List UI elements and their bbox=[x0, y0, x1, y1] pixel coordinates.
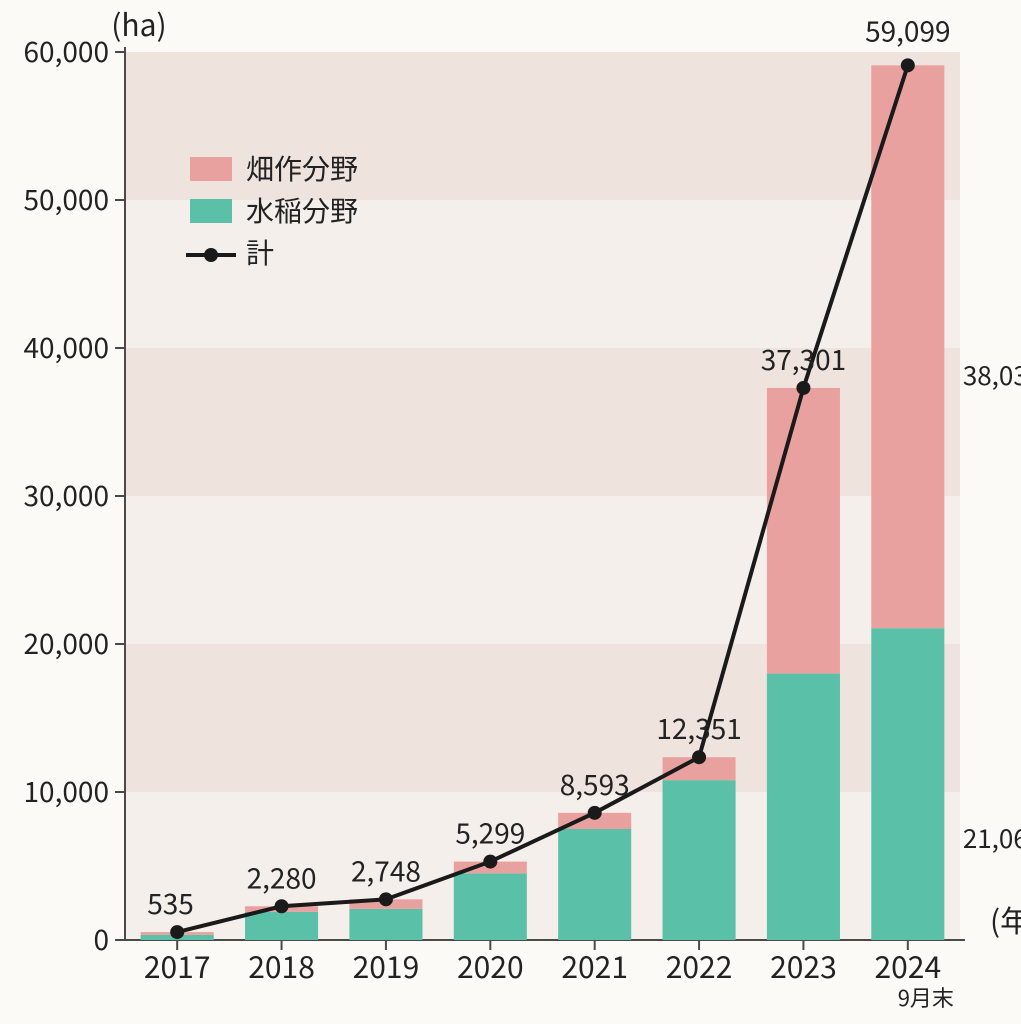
bar-bottom bbox=[245, 912, 318, 940]
line-marker bbox=[170, 925, 184, 939]
line-marker bbox=[901, 58, 915, 72]
line-marker bbox=[379, 892, 393, 906]
y-tick-label: 60,000 bbox=[24, 31, 109, 71]
line-point-label: 535 bbox=[147, 883, 194, 923]
bar-bottom bbox=[663, 780, 736, 940]
bar-top bbox=[767, 388, 840, 674]
x-tick-label: 2018 bbox=[248, 943, 315, 987]
x-tick-label: 2023 bbox=[770, 943, 837, 987]
y-tick-label: 30,000 bbox=[24, 475, 109, 515]
line-marker bbox=[692, 750, 706, 764]
bar-bottom bbox=[558, 829, 631, 940]
line-point-label: 2,748 bbox=[351, 850, 421, 890]
x-tick-label: 2019 bbox=[353, 943, 420, 987]
line-point-label: 2,280 bbox=[247, 857, 317, 897]
y-axis-unit: (ha) bbox=[111, 1, 166, 45]
y-tick-label: 40,000 bbox=[24, 327, 109, 367]
x-tick-sublabel: 9月末 bbox=[898, 981, 954, 1013]
legend-swatch bbox=[190, 157, 232, 181]
bar-bottom bbox=[767, 674, 840, 940]
line-marker bbox=[588, 806, 602, 820]
y-tick-label: 20,000 bbox=[24, 623, 109, 663]
line-marker bbox=[483, 855, 497, 869]
y-tick-label: 50,000 bbox=[24, 179, 109, 219]
x-axis-unit: (年) bbox=[990, 897, 1021, 941]
line-point-label: 5,299 bbox=[455, 813, 525, 853]
line-marker bbox=[796, 381, 810, 395]
bar-bottom bbox=[454, 873, 527, 940]
x-tick-label: 2020 bbox=[457, 943, 524, 987]
x-tick-label: 2021 bbox=[561, 943, 628, 987]
legend-marker-icon bbox=[204, 248, 218, 262]
line-point-label: 59,099 bbox=[865, 10, 950, 50]
legend-label: 畑作分野 bbox=[246, 148, 358, 188]
y-tick-label: 10,000 bbox=[24, 771, 109, 811]
line-point-label: 37,301 bbox=[761, 339, 846, 379]
chart-container: 0 10,000 20,000 30,000 40,000 50,000 60,000 201… bbox=[0, 0, 1021, 1024]
y-tick-label: 0 bbox=[93, 919, 109, 959]
side-value-label: 38,030 bbox=[963, 356, 1021, 393]
line-point-label: 12,351 bbox=[656, 708, 741, 748]
legend-label: 計 bbox=[246, 232, 274, 272]
line-marker bbox=[275, 899, 289, 913]
bar-bottom bbox=[871, 628, 944, 940]
side-value-label: 21,069 bbox=[963, 819, 1021, 856]
bar-bottom bbox=[349, 909, 422, 940]
chart-svg: 0 10,000 20,000 30,000 40,000 50,000 60,000 201… bbox=[0, 0, 1021, 1024]
line-point-label: 8,593 bbox=[560, 764, 630, 804]
x-tick-label: 2017 bbox=[144, 943, 211, 987]
legend-swatch bbox=[190, 199, 232, 223]
legend-label: 水稲分野 bbox=[246, 190, 358, 230]
x-tick-label: 2022 bbox=[666, 943, 733, 987]
